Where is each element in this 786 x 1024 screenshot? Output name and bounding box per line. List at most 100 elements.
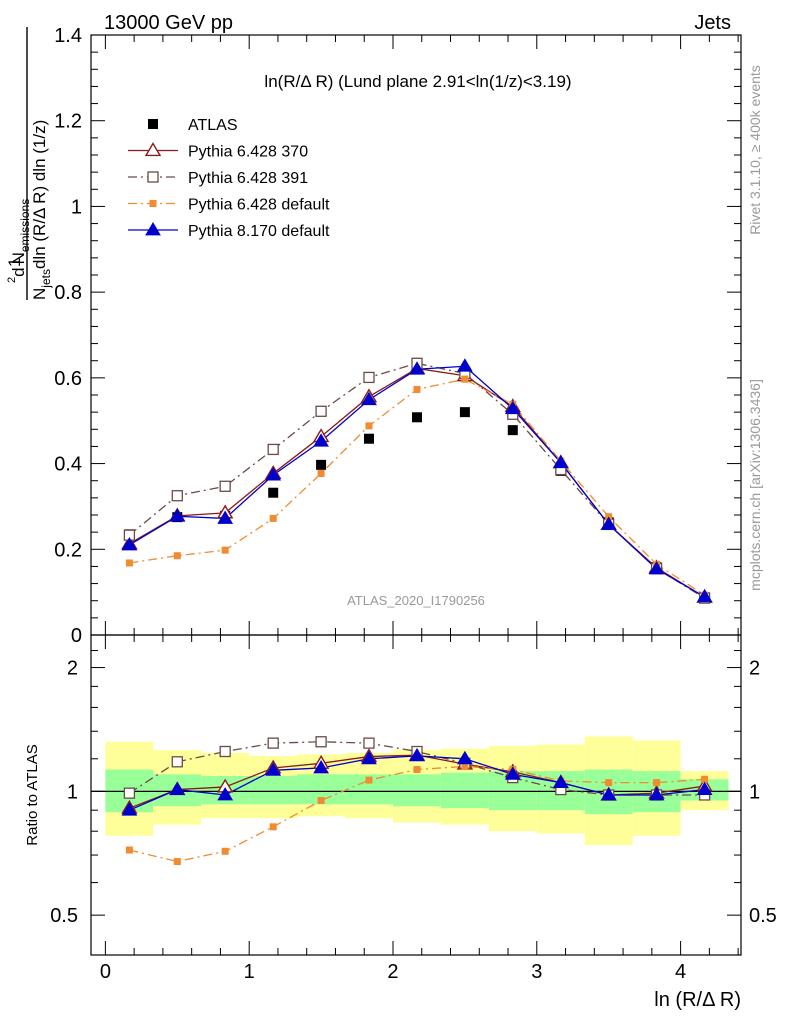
data-point <box>268 487 279 498</box>
data-point <box>267 443 279 456</box>
data-point <box>552 454 569 469</box>
data-point <box>313 433 329 447</box>
y-tick-label: 0.2 <box>54 539 82 561</box>
inner-band-bin <box>440 772 489 809</box>
data-point <box>267 737 279 749</box>
axis-tick-labels: 0 1 2 3 4 0 0.2 0.4 0.6 0.8 1 1.2 1.4 0.5 0.5 1 1 2 2 <box>50 25 777 983</box>
ratio-y-tick-label-right: 1 <box>749 781 760 803</box>
x-tick-label: 3 <box>531 961 542 983</box>
data-point <box>145 222 161 236</box>
ratio-y-tick-label-right: 2 <box>749 658 760 680</box>
series-line <box>129 365 705 598</box>
inner-band-bin <box>392 774 441 807</box>
legend-label: Pythia 6.428 default <box>188 197 330 214</box>
data-point <box>648 561 665 575</box>
data-point <box>413 385 421 393</box>
data-point <box>461 762 469 770</box>
data-point <box>361 391 377 406</box>
data-point <box>123 787 136 799</box>
header-left: 13000 GeV pp <box>104 12 233 34</box>
data-point <box>144 142 162 157</box>
axis-ticks <box>91 34 741 956</box>
y-tick-label: 0.4 <box>54 454 82 476</box>
chart-subtitle: ln(R/Δ R) (Lund plane 2.91<ln(1/z)<3.19) <box>264 72 571 91</box>
data-point <box>600 786 617 801</box>
data-point <box>648 786 665 801</box>
data-point <box>605 779 613 787</box>
y-title-numerator-one: 1 <box>5 258 24 267</box>
data-point <box>365 422 373 430</box>
data-point <box>169 508 186 522</box>
data-point <box>701 775 709 783</box>
data-point <box>316 459 327 470</box>
data-point <box>148 119 158 129</box>
data-point <box>413 766 421 774</box>
data-point <box>504 400 521 415</box>
data-point <box>363 371 375 384</box>
y-tick-label: 0 <box>71 625 82 647</box>
mcplots-label: mcplots.cern.ch [arXiv:1306.3436] <box>747 379 763 591</box>
data-point <box>147 171 159 183</box>
data-point <box>315 405 327 417</box>
data-point <box>409 747 425 762</box>
x-tick-label: 0 <box>100 961 111 983</box>
series-line <box>129 378 705 596</box>
y-title-denominator: Njetsdln (R/Δ R) dln (1/z) <box>30 120 53 300</box>
data-point <box>363 737 375 749</box>
data-point <box>507 425 518 436</box>
data-point <box>173 858 181 866</box>
data-point <box>317 469 325 477</box>
x-tick-label: 1 <box>244 961 255 983</box>
ratio-y-tick-label: 2 <box>67 658 78 680</box>
ratio-y-tick-label: 1 <box>67 781 78 803</box>
ratio-y-tick-label: 0.5 <box>50 905 78 927</box>
data-point <box>265 762 282 776</box>
data-point <box>361 750 377 765</box>
data-point <box>219 745 231 758</box>
legend-label: Pythia 6.428 391 <box>188 170 308 187</box>
x-tick-label: 4 <box>675 961 686 983</box>
ratio-y-tick-label-right: 0.5 <box>749 905 777 927</box>
data-point <box>269 514 277 522</box>
data-point <box>552 774 569 789</box>
series-line <box>128 362 705 599</box>
y-tick-label: 1.2 <box>54 111 82 133</box>
data-point <box>221 546 229 554</box>
legend-label: Pythia 6.428 370 <box>188 144 308 161</box>
data-point <box>265 467 282 481</box>
data-point <box>219 480 231 492</box>
data-point <box>600 516 617 530</box>
data-point <box>171 756 183 768</box>
data-point <box>653 779 661 787</box>
data-point <box>696 588 713 603</box>
data-point <box>217 786 234 801</box>
data-point <box>269 823 277 831</box>
y-tick-label: 0.8 <box>54 282 82 304</box>
y-title-numerator: 2dNemissions <box>6 199 32 283</box>
data-point <box>409 361 425 375</box>
ratio-plot-frame <box>90 634 742 956</box>
y-tick-label: 1 <box>71 196 82 218</box>
data-point <box>317 797 325 805</box>
data-point <box>125 846 133 854</box>
data-point <box>121 537 138 551</box>
data-point <box>315 736 327 748</box>
watermark: ATLAS_2020_I1790256 <box>347 593 485 608</box>
data-point <box>365 776 373 784</box>
x-axis-title: ln (R/Δ R) <box>654 989 741 1011</box>
data-point <box>457 358 473 372</box>
plot-frames <box>90 34 742 956</box>
data-point <box>217 510 234 524</box>
data-point <box>504 766 521 780</box>
ratio-uncertainty-bands <box>91 736 741 846</box>
data-point <box>313 759 329 774</box>
x-tick-label: 2 <box>387 961 398 983</box>
header-right: Jets <box>694 12 731 34</box>
data-point <box>696 781 713 795</box>
y-tick-label: 1.4 <box>54 25 82 47</box>
data-point <box>169 781 186 795</box>
data-point <box>125 559 133 567</box>
series-line <box>129 367 705 598</box>
legend-label: Pythia 8.170 default <box>188 223 330 240</box>
